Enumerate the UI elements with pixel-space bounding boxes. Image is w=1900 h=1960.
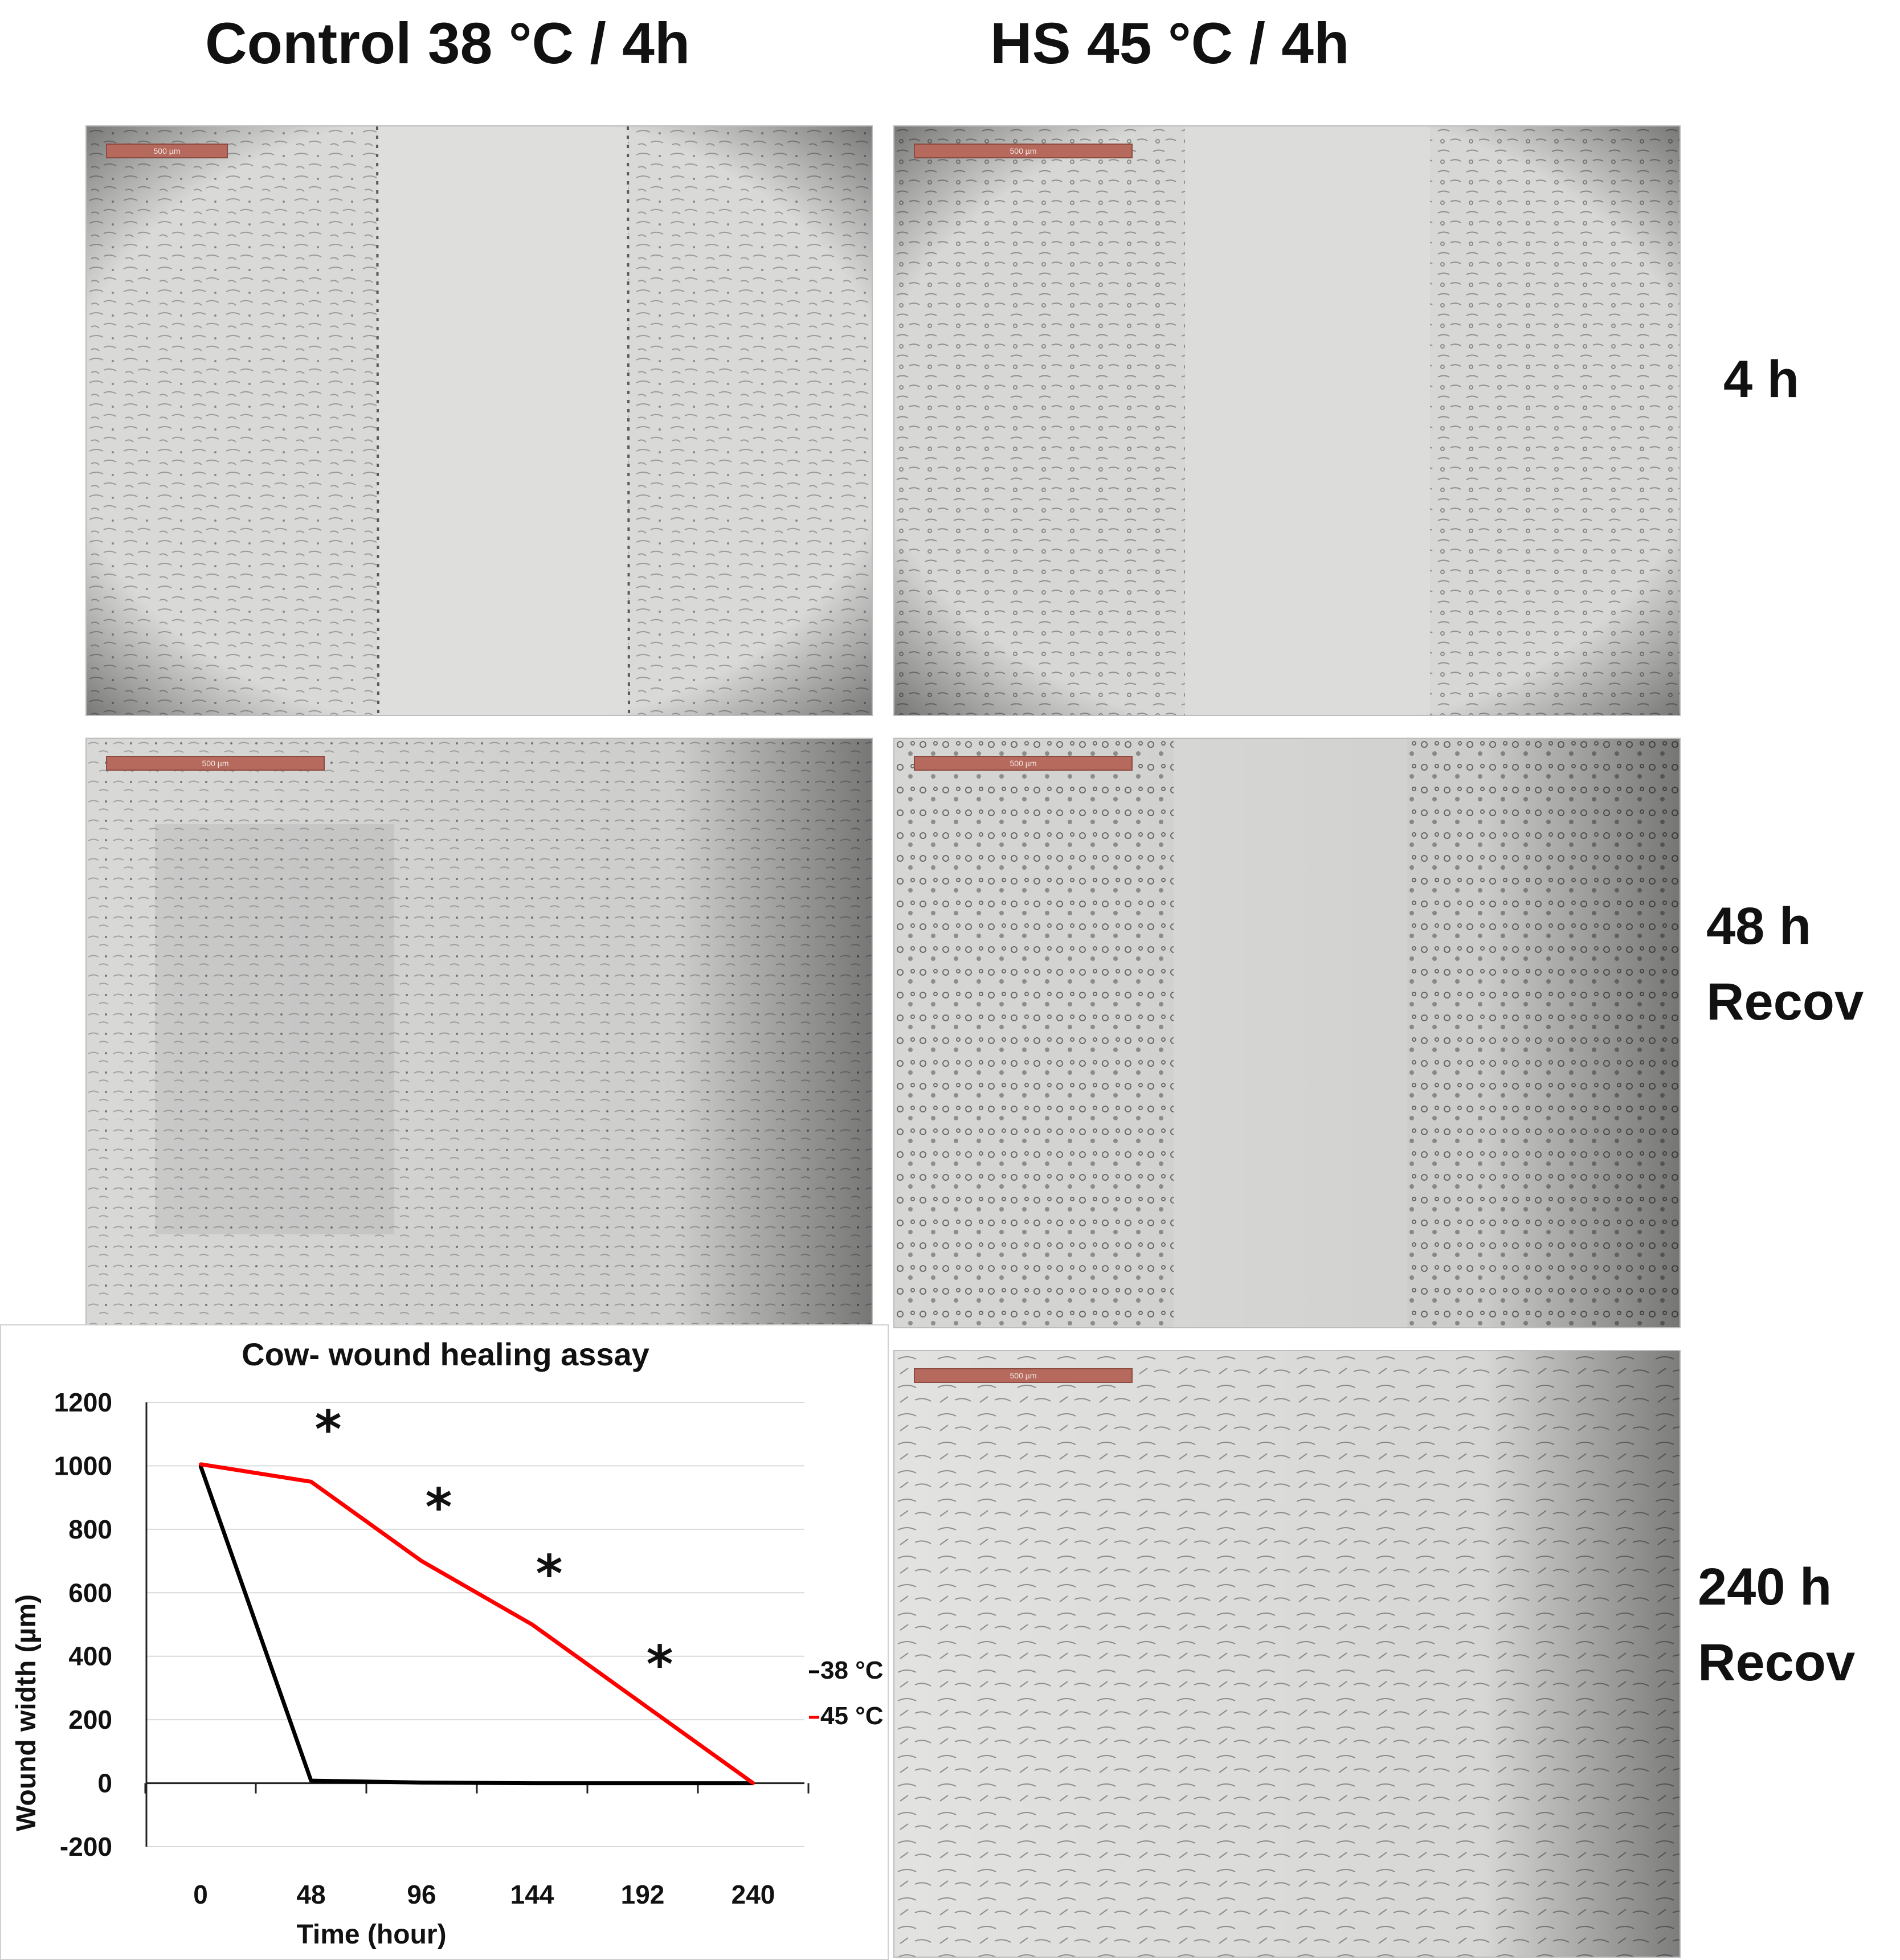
micrograph-control-4h: 500 µm bbox=[85, 125, 873, 716]
wound-healing-chart: Cow- wound healing assay Time (hour) Wou… bbox=[0, 1324, 889, 1960]
x-tick-label: 192 bbox=[621, 1880, 665, 1909]
y-tick-label: 1000 bbox=[54, 1451, 112, 1480]
significance-star: * bbox=[646, 1635, 673, 1695]
chart-annotations: * * * * bbox=[314, 1400, 673, 1695]
row-label-4h-line1: 4 h bbox=[1723, 350, 1799, 408]
y-tick-label: 800 bbox=[68, 1515, 112, 1544]
significance-star: * bbox=[425, 1478, 452, 1537]
x-tick-label: 96 bbox=[407, 1880, 436, 1909]
micrograph-control-48h: 500 µm bbox=[85, 738, 873, 1328]
micrograph-hs-240h: 500 µm bbox=[893, 1350, 1681, 1958]
x-axis-title: Time (hour) bbox=[296, 1920, 446, 1950]
micrograph-image bbox=[87, 739, 872, 1327]
y-tick-label: 1200 bbox=[54, 1388, 112, 1417]
chart-series bbox=[198, 1462, 755, 1786]
series-line-45c bbox=[200, 1462, 755, 1785]
significance-star: * bbox=[314, 1400, 341, 1460]
micrograph-hs-4h: 500 µm bbox=[893, 125, 1681, 716]
legend-label: 38 °C bbox=[820, 1656, 884, 1684]
row-label-240h-line2: Recov bbox=[1698, 1634, 1856, 1692]
data-point bbox=[641, 1702, 644, 1706]
data-point bbox=[199, 1462, 202, 1466]
row-label-4h: 4 h bbox=[1723, 342, 1799, 418]
data-point bbox=[530, 1623, 534, 1626]
y-tick-label: 600 bbox=[68, 1578, 112, 1607]
column-header-heat-stress: HS 45 °C / 4h bbox=[990, 11, 1350, 76]
chart-title: Cow- wound healing assay bbox=[242, 1336, 649, 1372]
micrograph-image bbox=[894, 1351, 1680, 1957]
legend-label: 45 °C bbox=[820, 1702, 884, 1730]
row-label-240h-line1: 240 h bbox=[1698, 1558, 1832, 1616]
y-tick-label: -200 bbox=[60, 1832, 112, 1861]
chart-svg: Cow- wound healing assay Time (hour) Wou… bbox=[11, 1336, 884, 1950]
micrograph-hs-48h: 500 µm bbox=[893, 738, 1681, 1328]
data-point bbox=[309, 1779, 313, 1783]
micrograph-image bbox=[894, 739, 1680, 1327]
data-point bbox=[641, 1781, 644, 1785]
scale-bar: 500 µm bbox=[106, 756, 325, 771]
micrograph-image bbox=[894, 126, 1680, 715]
data-point bbox=[309, 1480, 313, 1484]
scale-bar: 500 µm bbox=[914, 1368, 1133, 1383]
y-axis-title: Wound width (µm) bbox=[11, 1594, 42, 1831]
y-tick-label: 200 bbox=[68, 1705, 112, 1734]
column-header-control: Control 38 °C / 4h bbox=[205, 11, 690, 76]
significance-star: * bbox=[536, 1544, 562, 1604]
chart-grid bbox=[146, 1402, 804, 1847]
y-tick-label: 0 bbox=[97, 1769, 112, 1798]
row-label-48h-line1: 48 h bbox=[1706, 897, 1812, 955]
micrograph-image bbox=[87, 126, 872, 715]
y-tick-label: 400 bbox=[68, 1642, 112, 1671]
data-point bbox=[751, 1781, 755, 1785]
chart-legend: 38 °C 45 °C bbox=[809, 1656, 884, 1730]
data-point bbox=[530, 1781, 534, 1785]
data-point bbox=[420, 1781, 423, 1785]
scale-bar: 500 µm bbox=[914, 144, 1133, 158]
x-tick-label: 48 bbox=[296, 1880, 325, 1909]
scale-bar: 500 µm bbox=[106, 144, 228, 158]
row-label-48h: 48 h Recov bbox=[1706, 889, 1864, 1041]
x-tick-label: 0 bbox=[193, 1880, 208, 1909]
x-tick-label: 240 bbox=[732, 1880, 775, 1909]
row-label-240h: 240 h Recov bbox=[1698, 1549, 1855, 1701]
row-label-48h-line2: Recov bbox=[1706, 973, 1864, 1032]
data-point bbox=[420, 1559, 423, 1563]
series-line-38c bbox=[198, 1465, 753, 1786]
x-tick-label: 144 bbox=[510, 1880, 554, 1909]
scale-bar: 500 µm bbox=[914, 756, 1133, 771]
